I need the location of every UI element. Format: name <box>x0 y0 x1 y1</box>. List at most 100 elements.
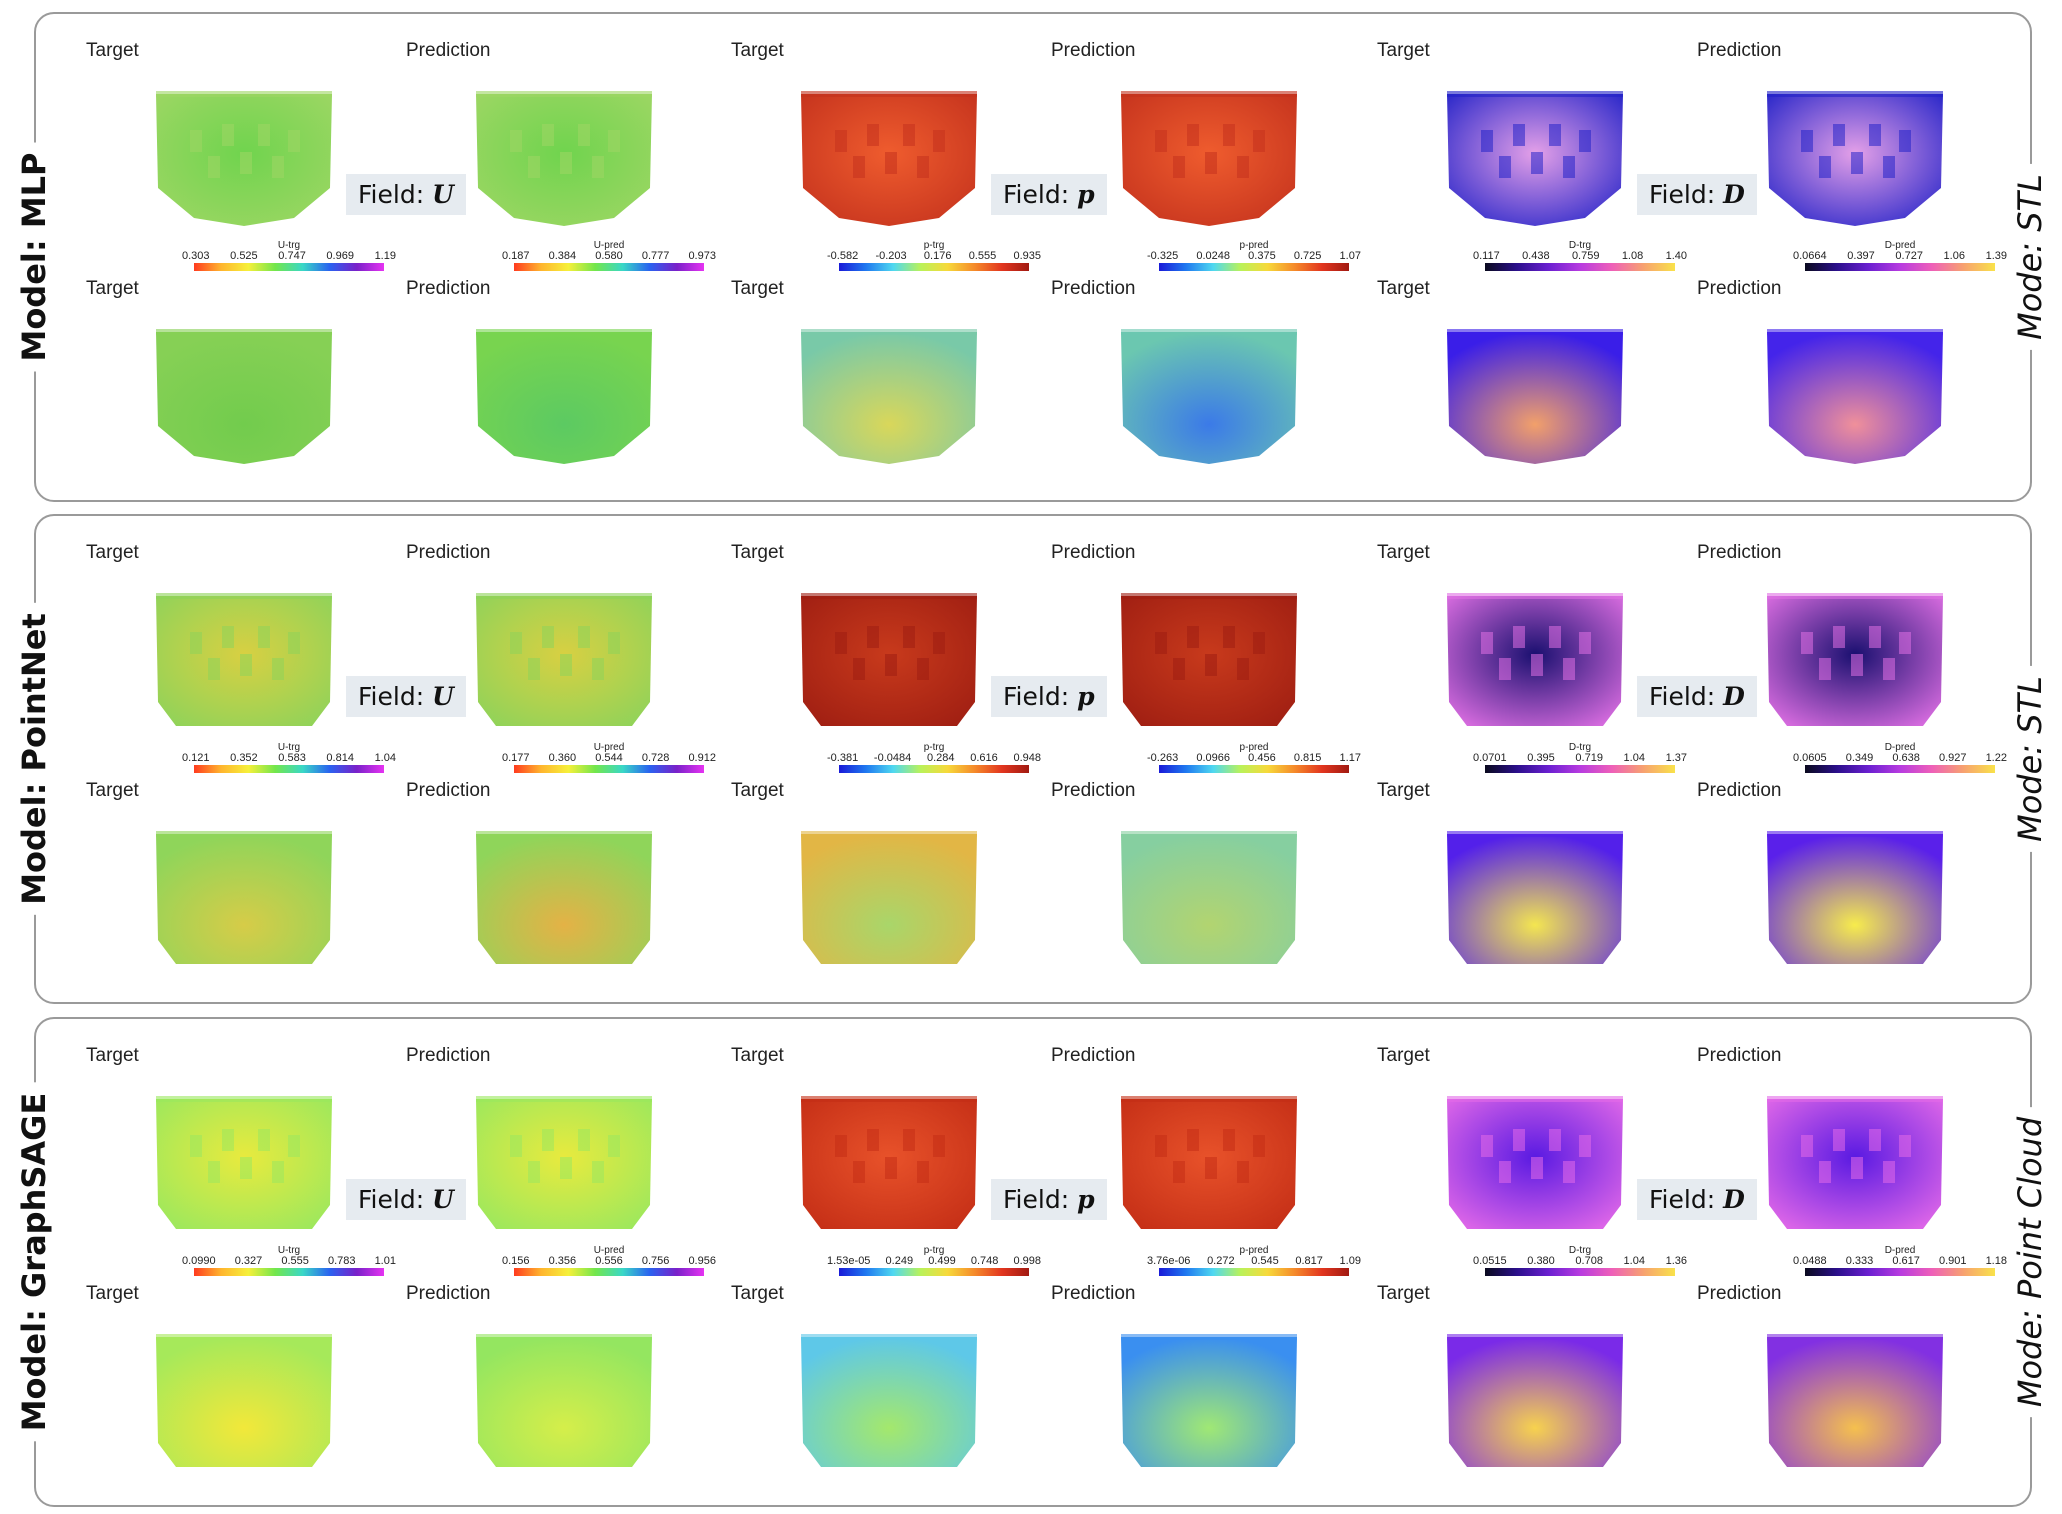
target-field-map <box>152 592 336 732</box>
prediction-colorbar: U-pred 0.156 0.356 0.556 0.756 0.956 <box>502 1245 716 1279</box>
prediction-colorbar: p-pred -0.325 0.0248 0.375 0.725 1.07 <box>1147 240 1361 274</box>
prediction-label: Prediction <box>1697 40 1782 61</box>
prediction-field-map <box>472 328 656 468</box>
colorbar-gradient <box>1805 263 1995 271</box>
colorbar-title: D-trg <box>1568 1245 1592 1256</box>
colorbar-gradient <box>839 765 1029 773</box>
colorbar-tick-label: 0.948 <box>1013 752 1041 764</box>
target-label: Target <box>86 780 139 801</box>
mode-label: Mode: Point Cloud <box>2011 1106 2049 1418</box>
target-label: Target <box>86 542 139 563</box>
field-tag-d: Field: D <box>1637 174 1757 215</box>
colorbar-tick-label: 1.04 <box>1623 752 1645 764</box>
colorbar-tick-label: 1.04 <box>374 752 396 764</box>
colorbar-ticks: 0.117 0.438 0.759 1.08 1.40 <box>1473 250 1687 262</box>
colorbar-title: U-pred <box>593 742 625 753</box>
target-label: Target <box>86 1045 139 1066</box>
colorbar-tick-label: 0.973 <box>688 250 716 262</box>
colorbar-tick-label: 0.817 <box>1295 1255 1323 1267</box>
prediction-field-map <box>1117 830 1301 970</box>
target-field-map <box>1443 1095 1627 1235</box>
colorbar-tick-label: 1.19 <box>374 250 396 262</box>
colorbar-ticks: 0.121 0.352 0.583 0.814 1.04 <box>182 752 396 764</box>
colorbar-ticks: 0.0605 0.349 0.638 0.927 1.22 <box>1793 752 2007 764</box>
colorbar-ticks: -0.381 -0.0484 0.284 0.616 0.948 <box>827 752 1041 764</box>
colorbar-ticks: -0.325 0.0248 0.375 0.725 1.07 <box>1147 250 1361 262</box>
prediction-label: Prediction <box>1051 542 1136 563</box>
target-colorbar: D-trg 0.117 0.438 0.759 1.08 1.40 <box>1473 240 1687 274</box>
colorbar-ticks: 0.177 0.360 0.544 0.728 0.912 <box>502 752 716 764</box>
field-tag-text: Field: <box>1003 180 1070 209</box>
prediction-colorbar: U-pred 0.187 0.384 0.580 0.777 0.973 <box>502 240 716 274</box>
colorbar-gradient <box>194 765 384 773</box>
colorbar-tick-label: 0.555 <box>281 1255 309 1267</box>
prediction-colorbar: D-pred 0.0488 0.333 0.617 0.901 1.18 <box>1793 1245 2007 1279</box>
colorbar-tick-label: 0.303 <box>182 250 210 262</box>
colorbar-ticks: 0.0515 0.380 0.708 1.04 1.36 <box>1473 1255 1687 1267</box>
prediction-colorbar: U-pred 0.177 0.360 0.544 0.728 0.912 <box>502 742 716 776</box>
colorbar-title: p-pred <box>1239 742 1269 753</box>
prediction-label: Prediction <box>406 1283 491 1304</box>
target-field-map <box>797 1095 981 1235</box>
mode-label: Mode: STL <box>2011 666 2049 852</box>
colorbar-tick-label: 0.0990 <box>182 1255 216 1267</box>
field-tag-u: Field: U <box>346 174 466 215</box>
field-symbol: p <box>1077 180 1095 209</box>
colorbar-title: U-trg <box>277 1245 301 1256</box>
target-field-map <box>1443 1333 1627 1473</box>
target-label: Target <box>731 40 784 61</box>
target-colorbar: U-trg 0.121 0.352 0.583 0.814 1.04 <box>182 742 396 776</box>
colorbar-title: D-pred <box>1884 240 1916 251</box>
colorbar-ticks: 0.0664 0.397 0.727 1.06 1.39 <box>1793 250 2007 262</box>
colorbar-tick-label: -0.203 <box>875 250 907 262</box>
prediction-label: Prediction <box>1697 1283 1782 1304</box>
target-label: Target <box>731 278 784 299</box>
target-label: Target <box>86 278 139 299</box>
colorbar-tick-label: 0.456 <box>1248 752 1276 764</box>
colorbar-title: D-pred <box>1884 1245 1916 1256</box>
target-label: Target <box>1377 278 1430 299</box>
colorbar-gradient <box>1159 765 1349 773</box>
prediction-label: Prediction <box>1697 542 1782 563</box>
prediction-field-map <box>1763 1095 1947 1235</box>
target-label: Target <box>1377 542 1430 563</box>
colorbar-tick-label: 0.748 <box>970 1255 999 1267</box>
target-field-map <box>797 90 981 230</box>
target-field-map <box>152 830 336 970</box>
colorbar-ticks: -0.582 -0.203 0.176 0.555 0.935 <box>827 250 1041 262</box>
field-symbol: D <box>1723 682 1745 711</box>
prediction-field-map <box>1763 1333 1947 1473</box>
field-tag-p: Field: p <box>991 174 1107 215</box>
field-tag-text: Field: <box>1649 682 1716 711</box>
target-field-map <box>1443 830 1627 970</box>
colorbar-tick-label: 0.156 <box>502 1255 530 1267</box>
colorbar-tick-label: 0.384 <box>548 250 577 262</box>
colorbar-title: D-trg <box>1568 742 1592 753</box>
prediction-field-map <box>1117 592 1301 732</box>
colorbar-title: D-pred <box>1884 742 1916 753</box>
prediction-field-map <box>1763 90 1947 230</box>
target-label: Target <box>86 40 139 61</box>
colorbar-gradient <box>514 1268 704 1276</box>
colorbar-title: U-pred <box>593 240 625 251</box>
colorbar-ticks: 0.0488 0.333 0.617 0.901 1.18 <box>1793 1255 2007 1267</box>
field-symbol: U <box>432 180 454 209</box>
prediction-label: Prediction <box>406 780 491 801</box>
colorbar-tick-label: 0.272 <box>1207 1255 1235 1267</box>
colorbar-tick-label: 0.912 <box>688 752 716 764</box>
prediction-field-map <box>472 830 656 970</box>
model-label: Model: MLP <box>15 142 53 372</box>
prediction-field-map <box>1117 1095 1301 1235</box>
colorbar-gradient <box>1485 263 1675 271</box>
colorbar-title: D-trg <box>1568 240 1592 251</box>
colorbar-title: U-pred <box>593 1245 625 1256</box>
target-label: Target <box>1377 1283 1430 1304</box>
colorbar-ticks: 3.76e-06 0.272 0.545 0.817 1.09 <box>1147 1255 1361 1267</box>
colorbar-tick-label: 0.727 <box>1895 250 1923 262</box>
target-field-map <box>797 592 981 732</box>
colorbar-tick-label: 1.06 <box>1943 250 1965 262</box>
target-label: Target <box>1377 780 1430 801</box>
panel-mlp <box>34 12 2032 502</box>
prediction-field-map <box>1763 592 1947 732</box>
colorbar-tick-label: 3.76e-06 <box>1147 1255 1191 1267</box>
